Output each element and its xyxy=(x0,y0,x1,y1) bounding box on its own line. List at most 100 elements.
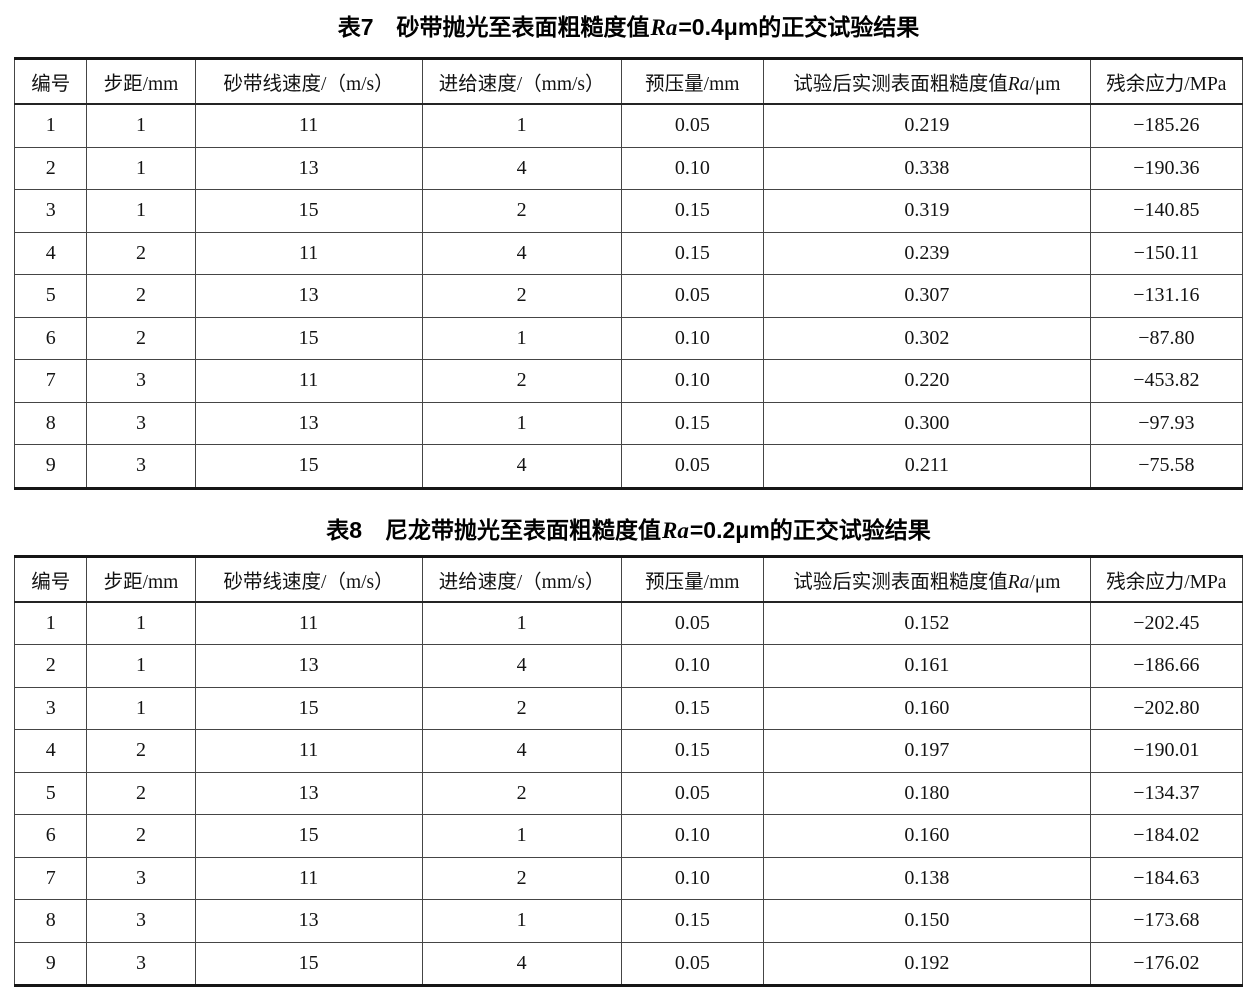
table-row: 6 2 15 1 0.10 0.302 −87.80 xyxy=(13,316,1244,360)
table-row: 4 2 11 4 0.15 0.197 −190.01 xyxy=(13,729,1244,773)
table-row: 9 3 15 4 0.05 0.192 −176.02 xyxy=(13,941,1244,986)
column-header: 试验后实测表面粗糙度值Ra/μm xyxy=(763,555,1091,603)
table-cell: 13 xyxy=(194,771,423,815)
table-cell: 0.15 xyxy=(620,686,765,730)
column-header: 砂带线速度/（m/s） xyxy=(194,555,423,603)
column-header: 进给速度/（mm/s） xyxy=(421,555,622,603)
table7: 编号 步距/mm 砂带线速度/（m/s） 进给速度/（mm/s） 预压量/mm 试验后实测… xyxy=(13,57,1244,490)
table-row: 7 3 11 2 0.10 0.138 −184.63 xyxy=(13,856,1244,900)
table-cell: 0.319 xyxy=(763,189,1091,233)
table-cell: 2 xyxy=(421,274,622,318)
table-cell: 8 xyxy=(13,401,88,445)
table-cell: 11 xyxy=(194,231,423,275)
table-cell: 0.05 xyxy=(620,771,765,815)
table-cell: 2 xyxy=(86,274,196,318)
table-cell: 15 xyxy=(194,316,423,360)
table-cell: 0.160 xyxy=(763,814,1091,858)
table-cell: 9 xyxy=(13,941,88,986)
table-cell: 0.138 xyxy=(763,856,1091,900)
table-cell: 3 xyxy=(86,899,196,943)
table-row: 4 2 11 4 0.15 0.239 −150.11 xyxy=(13,231,1244,275)
table8-body: 1 1 11 1 0.05 0.152 −202.45 2 1 13 4 0.10 0.161 −186.… xyxy=(13,601,1244,986)
table-cell: 0.220 xyxy=(763,359,1091,403)
table-cell: 7 xyxy=(13,856,88,900)
table-cell: 1 xyxy=(86,146,196,190)
table-cell: 0.239 xyxy=(763,231,1091,275)
table-cell: 0.302 xyxy=(763,316,1091,360)
table-cell: 1 xyxy=(86,103,196,148)
table-cell: −97.93 xyxy=(1089,401,1244,445)
table-cell: 1 xyxy=(421,401,622,445)
table-cell: 3 xyxy=(86,444,196,489)
table-cell: 0.211 xyxy=(763,444,1091,489)
table-cell: 13 xyxy=(194,146,423,190)
table-row: 8 3 13 1 0.15 0.300 −97.93 xyxy=(13,401,1244,445)
table-cell: 4 xyxy=(421,729,622,773)
table-row: 2 1 13 4 0.10 0.338 −190.36 xyxy=(13,146,1244,190)
table-cell: 0.15 xyxy=(620,231,765,275)
table-cell: 0.160 xyxy=(763,686,1091,730)
table-cell: 15 xyxy=(194,941,423,986)
table-cell: 4 xyxy=(421,644,622,688)
table7-body: 1 1 11 1 0.05 0.219 −185.26 2 1 13 4 0.10 0.338 −190.… xyxy=(13,103,1244,489)
table-cell: 7 xyxy=(13,359,88,403)
table-cell: 15 xyxy=(194,814,423,858)
table-cell: 2 xyxy=(421,189,622,233)
table-cell: −131.16 xyxy=(1089,274,1244,318)
table-cell: 2 xyxy=(86,231,196,275)
table-row: 5 2 13 2 0.05 0.180 −134.37 xyxy=(13,771,1244,815)
table-cell: 0.180 xyxy=(763,771,1091,815)
table-cell: 5 xyxy=(13,771,88,815)
table-cell: 3 xyxy=(86,941,196,986)
table-cell: 2 xyxy=(86,729,196,773)
table-cell: 3 xyxy=(13,189,88,233)
table-cell: 2 xyxy=(86,814,196,858)
table-cell: 1 xyxy=(421,899,622,943)
table-cell: 11 xyxy=(194,359,423,403)
table-row: 9 3 15 4 0.05 0.211 −75.58 xyxy=(13,444,1244,489)
table-cell: 5 xyxy=(13,274,88,318)
table-cell: −185.26 xyxy=(1089,103,1244,148)
table-row: 3 1 15 2 0.15 0.319 −140.85 xyxy=(13,189,1244,233)
table-cell: 1 xyxy=(421,103,622,148)
table-cell: 0.10 xyxy=(620,644,765,688)
table-cell: 6 xyxy=(13,814,88,858)
table-cell: 4 xyxy=(421,231,622,275)
column-header: 编号 xyxy=(13,555,88,603)
table8-section: 表8 尼龙带抛光至表面粗糙度值Ra=0.2μm的正交试验结果 编号 步距/mm 砂带… xyxy=(13,515,1244,987)
table-cell: 11 xyxy=(194,103,423,148)
table-cell: 1 xyxy=(421,814,622,858)
table-cell: 0.05 xyxy=(620,941,765,986)
table-cell: 9 xyxy=(13,444,88,489)
table-cell: 0.197 xyxy=(763,729,1091,773)
table-cell: 2 xyxy=(86,316,196,360)
table-cell: −75.58 xyxy=(1089,444,1244,489)
table-cell: 0.05 xyxy=(620,601,765,645)
table-row: 2 1 13 4 0.10 0.161 −186.66 xyxy=(13,644,1244,688)
column-header: 编号 xyxy=(13,58,88,105)
table-cell: 2 xyxy=(421,856,622,900)
table-cell: 2 xyxy=(421,771,622,815)
table8-head: 编号 步距/mm 砂带线速度/（m/s） 进给速度/（mm/s） 预压量/mm 试验后实测… xyxy=(13,555,1244,603)
table-cell: −186.66 xyxy=(1089,644,1244,688)
table-cell: 0.152 xyxy=(763,601,1091,645)
table-row: 1 1 11 1 0.05 0.152 −202.45 xyxy=(13,601,1244,645)
table-cell: −453.82 xyxy=(1089,359,1244,403)
table-cell: 0.161 xyxy=(763,644,1091,688)
table-cell: 0.15 xyxy=(620,729,765,773)
table-row: 6 2 15 1 0.10 0.160 −184.02 xyxy=(13,814,1244,858)
table-cell: 0.10 xyxy=(620,316,765,360)
column-header: 残余应力/MPa xyxy=(1089,58,1244,105)
table-cell: 0.10 xyxy=(620,146,765,190)
table-cell: 0.15 xyxy=(620,189,765,233)
table-cell: −150.11 xyxy=(1089,231,1244,275)
table-cell: 0.05 xyxy=(620,274,765,318)
table-cell: 0.10 xyxy=(620,856,765,900)
table-cell: 0.150 xyxy=(763,899,1091,943)
table-cell: −176.02 xyxy=(1089,941,1244,986)
table-cell: 0.307 xyxy=(763,274,1091,318)
table-cell: 0.10 xyxy=(620,814,765,858)
column-header: 步距/mm xyxy=(86,555,196,603)
table-cell: 1 xyxy=(421,316,622,360)
table-cell: 8 xyxy=(13,899,88,943)
